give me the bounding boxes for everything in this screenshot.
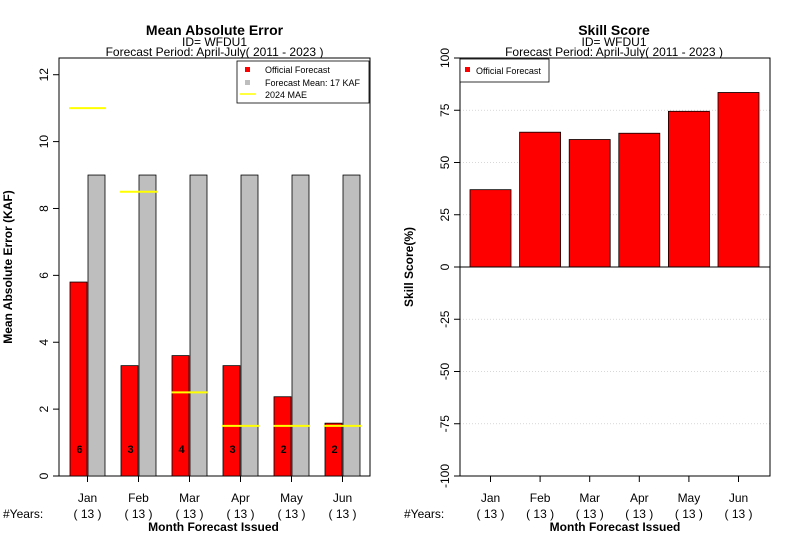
skill-legend-box: [459, 58, 550, 83]
skill-chart-subtitle: Forecast Period: April-July( 2011 - 2023…: [505, 45, 723, 59]
mae-y-tick-label: 8: [37, 205, 51, 212]
mae-x-category-label: Jan: [78, 491, 97, 505]
mae-bar-count-label: 3: [229, 444, 235, 456]
mae-bar-official: [273, 396, 292, 477]
skill-legend-label-official: Official Forecast: [476, 66, 541, 76]
mae-y-axis-label: Mean Absolute Error (KAF): [1, 190, 15, 344]
mae-x-category-label: Apr: [231, 491, 250, 505]
skill-x-years-label: ( 13 ): [675, 507, 703, 521]
mae-bar-official: [69, 281, 88, 477]
mae-legend-label-official: Official Forecast: [265, 65, 330, 75]
mae-bar-forecast-mean: [138, 174, 157, 477]
mae-legend-swatch-forecast-mean: [245, 80, 250, 85]
mae-x-years-label: ( 13 ): [124, 507, 152, 521]
skill-bar-official: [568, 139, 611, 268]
mae-y-tick-label: 12: [37, 68, 51, 82]
skill-y-tick-label: 25: [438, 208, 452, 222]
skill-chart-subtitle: ID= WFDU1: [581, 35, 646, 49]
mae-x-category-label: Jun: [333, 491, 352, 505]
mae-x-axis-label: Month Forecast Issued: [148, 520, 279, 534]
mae-y-tick-label: 4: [37, 339, 51, 346]
skill-bar-official: [668, 110, 710, 268]
skill-y-axis-label: Skill Score(%): [402, 227, 416, 307]
mae-y-tick-label: 0: [37, 472, 51, 479]
mae-x-years-label: ( 13 ): [175, 507, 203, 521]
mae-bar-forecast-mean: [291, 174, 310, 477]
mae-y-tick-label: 6: [37, 272, 51, 279]
mae-x-years-label: ( 13 ): [328, 507, 356, 521]
skill-bar-official: [618, 132, 661, 268]
mae-plot-frame: [58, 57, 371, 477]
skill-y-tick-label: 100: [438, 48, 452, 68]
mae-bar-count-label: 2: [280, 444, 286, 456]
mae-x-years-label: ( 13 ): [277, 507, 305, 521]
mae-legend-label-2024: 2024 MAE: [265, 90, 307, 100]
skill-x-category-label: Feb: [530, 491, 551, 505]
skill-y-tick-label: -50: [438, 363, 452, 381]
skill-x-years-label: ( 13 ): [724, 507, 752, 521]
mae-x-category-label: Mar: [179, 491, 200, 505]
mae-bar-count-label: 3: [127, 444, 133, 456]
skill-x-category-label: Mar: [579, 491, 600, 505]
mae-bar-forecast-mean: [342, 174, 361, 477]
skill-x-axis-label: Month Forecast Issued: [550, 520, 681, 534]
mae-bar-count-label: 4: [178, 444, 185, 456]
mae-bar-official: [171, 355, 190, 477]
mae-bar-forecast-mean: [240, 174, 259, 477]
mae-bar-count-label: 2: [331, 444, 337, 456]
mae-x-category-label: May: [280, 491, 303, 505]
mae-legend-box: [236, 60, 370, 104]
mae-x-years-label: ( 13 ): [73, 507, 101, 521]
skill-x-category-label: Jun: [729, 491, 748, 505]
skill-y-tick-label: -25: [438, 310, 452, 328]
mae-bar-official: [222, 365, 241, 477]
skill-x-category-label: Apr: [630, 491, 649, 505]
mae-chart-subtitle: Forecast Period: April-July( 2011 - 2023…: [106, 45, 324, 59]
skill-y-tick-label: 50: [438, 156, 452, 170]
skill-bar-official: [717, 92, 760, 268]
skill-x-years-label: ( 13 ): [625, 507, 653, 521]
mae-bar-forecast-mean: [189, 174, 208, 477]
mae-y-tick-label: 2: [37, 405, 51, 412]
mae-bar-official: [324, 422, 343, 477]
mae-bar-count-label: 6: [76, 444, 82, 456]
mae-bar-official: [120, 365, 139, 477]
mae-x-category-label: Feb: [128, 491, 149, 505]
skill-y-tick-label: 0: [438, 263, 452, 270]
skill-chart-title: Skill Score: [578, 22, 650, 38]
skill-y-tick-label: -100: [438, 464, 452, 488]
mae-y-tick-label: 10: [37, 135, 51, 149]
skill-x-category-label: May: [678, 491, 701, 505]
mae-legend-swatch-official: [245, 67, 250, 72]
skill-x-years-label: ( 13 ): [576, 507, 604, 521]
skill-x-years-label: ( 13 ): [476, 507, 504, 521]
skill-years-caption: #Years:: [404, 507, 444, 521]
skill-bar-official: [469, 189, 512, 268]
skill-x-category-label: Jan: [481, 491, 500, 505]
skill-legend-swatch-official: [465, 67, 470, 72]
mae-years-caption: #Years:: [3, 507, 43, 521]
mae-legend-label-forecast-mean: Forecast Mean: 17 KAF: [265, 78, 361, 88]
skill-y-tick-label: 75: [438, 103, 452, 117]
mae-bar-forecast-mean: [87, 174, 106, 477]
skill-x-years-label: ( 13 ): [526, 507, 554, 521]
mae-chart-title: Mean Absolute Error: [146, 22, 284, 38]
mae-chart-subtitle: ID= WFDU1: [182, 35, 247, 49]
mae-x-years-label: ( 13 ): [226, 507, 254, 521]
skill-bar-official: [519, 131, 561, 268]
skill-y-tick-label: -75: [438, 415, 452, 433]
